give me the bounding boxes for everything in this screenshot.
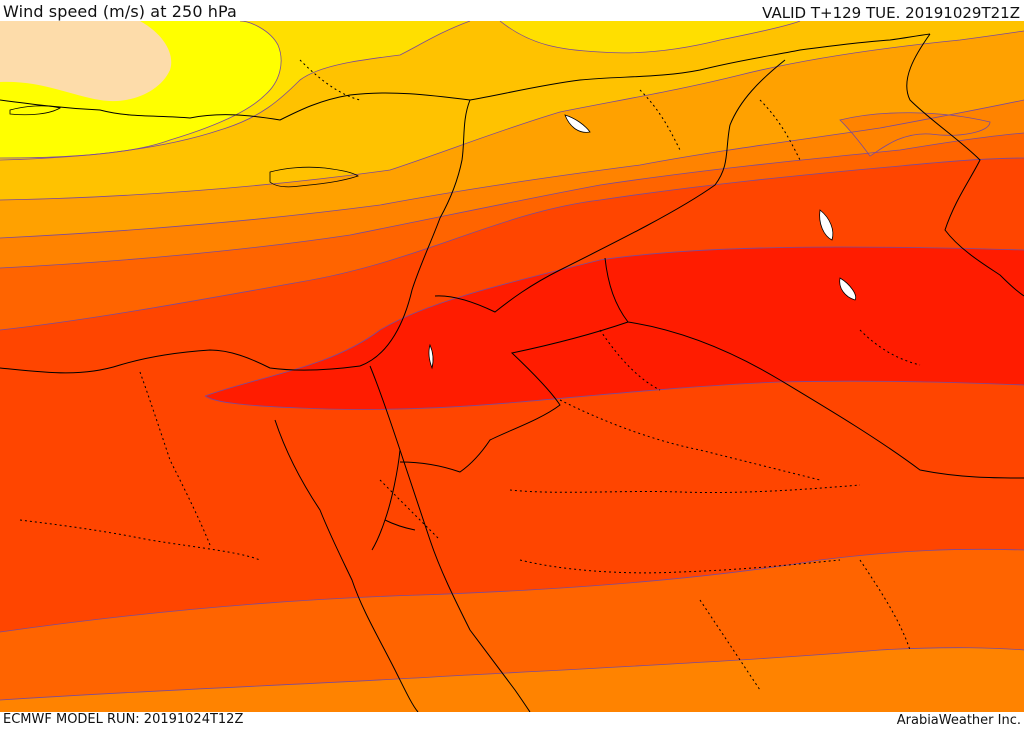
band-yellow-ne	[500, 21, 800, 53]
credit-label: ArabiaWeather Inc.	[896, 713, 1021, 728]
coastline-levant	[359, 99, 471, 367]
border-turkey-syria	[469, 33, 931, 101]
band-peach	[0, 21, 172, 102]
valid-time: VALID T+129 TUE. 20191029T21Z	[762, 4, 1020, 22]
model-run-label: ECMWF MODEL RUN: 20191024T12Z	[3, 712, 244, 727]
border-syria-iraq	[434, 59, 786, 313]
border-iraq-iran	[906, 33, 1024, 297]
band-south-light	[0, 647, 1024, 712]
coastline-turkey	[0, 92, 471, 121]
border-saudi-iraq	[627, 321, 1024, 479]
map-footer: ECMWF MODEL RUN: 20191024T12Z ArabiaWeat…	[0, 712, 1024, 729]
lake-van	[564, 114, 591, 133]
border-sinai	[369, 365, 401, 551]
band-core	[205, 247, 1024, 410]
map-title: Wind speed (m/s) at 250 hPa	[3, 2, 237, 21]
map-header: Wind speed (m/s) at 250 hPa VALID T+129 …	[0, 0, 1024, 22]
coastline-egypt-north	[0, 349, 361, 374]
crete-island	[9, 105, 62, 116]
lake-razazza	[839, 277, 857, 301]
coast-red-sea-east	[399, 449, 531, 712]
cyprus	[269, 166, 359, 188]
coast-red-sea-west	[274, 419, 419, 712]
lake-tharthar	[819, 209, 834, 241]
wind-map	[0, 21, 1024, 712]
coast-aqaba	[384, 519, 416, 531]
dead-sea	[428, 343, 434, 370]
